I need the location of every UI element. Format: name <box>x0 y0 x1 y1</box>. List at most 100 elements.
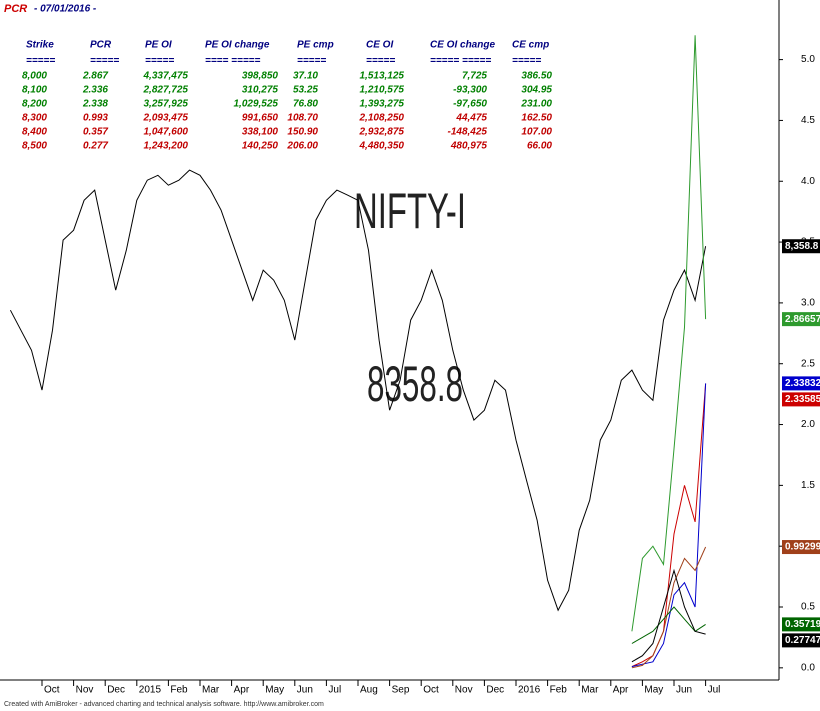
table-cell: 2.336 <box>82 85 108 96</box>
watermark-value: 8358.8 <box>367 356 463 412</box>
table-header: CE OI change <box>430 40 495 51</box>
table-cell: 2.338 <box>82 99 108 110</box>
x-tick-label: Apr <box>613 685 629 696</box>
plot-area: 0.00.51.01.52.02.53.03.54.04.55.0OctNovD… <box>9 35 820 696</box>
table-cell: 0.357 <box>83 127 108 138</box>
y-tick-label: 4.0 <box>801 176 815 187</box>
table-cell: 1,047,600 <box>144 127 189 138</box>
table-header: CE OI <box>366 40 393 51</box>
x-tick-label: Sep <box>392 685 410 696</box>
table-cell: 2,932,875 <box>359 127 405 138</box>
table-separator: ===== <box>90 56 119 67</box>
value-marker-label: 0.27747 <box>785 635 820 646</box>
series-line <box>631 606 706 644</box>
table-cell: 1,029,525 <box>234 99 279 110</box>
y-tick-label: 5.0 <box>801 54 815 65</box>
table-cell: 162.50 <box>521 113 552 124</box>
value-marker <box>782 617 820 632</box>
x-tick-label: Dec <box>486 685 504 696</box>
table-cell: 480,975 <box>450 141 488 152</box>
value-marker <box>782 392 820 407</box>
y-tick-label: 2.5 <box>801 358 815 369</box>
table-header: CE cmp <box>512 40 549 51</box>
x-tick-label: Apr <box>234 685 250 696</box>
x-tick-label: Dec <box>107 685 125 696</box>
table-separator: ===== <box>297 56 326 67</box>
table-cell: -148,425 <box>448 127 488 138</box>
table-cell: 4,337,475 <box>143 71 189 82</box>
table-cell: 44,475 <box>455 113 487 124</box>
table-cell: 398,850 <box>242 71 279 82</box>
value-marker-label: 2.33832 <box>785 378 820 389</box>
value-marker-label: 0.35719 <box>785 619 820 630</box>
y-tick-label: 0.5 <box>801 602 815 613</box>
table-cell: 8,300 <box>22 113 47 124</box>
table-cell: 1,393,275 <box>360 99 405 110</box>
table-cell: 150.90 <box>287 127 318 138</box>
x-tick-label: May <box>265 685 284 696</box>
x-tick-label: Feb <box>170 685 188 696</box>
table-cell: 2.867 <box>82 71 108 82</box>
y-tick-label: 3.0 <box>801 298 815 309</box>
table-separator: ==== ===== <box>205 56 260 67</box>
series-line <box>631 568 706 663</box>
table-cell: 8,400 <box>22 127 47 138</box>
table-header: PE OI change <box>205 40 270 51</box>
table-cell: 108.70 <box>287 113 318 124</box>
x-tick-label: Jun <box>676 685 692 696</box>
x-tick-label: Nov <box>76 685 94 696</box>
table-separator: ===== <box>26 56 55 67</box>
table-cell: 3,257,925 <box>144 99 189 110</box>
table-header: PCR <box>90 40 112 51</box>
table-cell: 1,210,575 <box>360 85 405 96</box>
table-header: PE cmp <box>297 40 334 51</box>
chart-subtitle: - 07/01/2016 - <box>34 4 97 15</box>
table-cell: 310,275 <box>242 85 279 96</box>
series-line <box>631 383 707 668</box>
table-cell: 140,250 <box>242 141 279 152</box>
y-tick-label: 4.5 <box>801 115 815 126</box>
table-cell: 8,000 <box>22 71 47 82</box>
series-line <box>631 546 707 669</box>
table-cell: 206.00 <box>286 141 318 152</box>
x-tick-label: Jul <box>328 685 341 696</box>
table-separator: ===== <box>512 56 541 67</box>
table-cell: 991,650 <box>242 113 279 124</box>
table-cell: 8,200 <box>22 99 47 110</box>
table-cell: 76.80 <box>293 99 318 110</box>
value-marker-label: 0.99299 <box>785 542 820 553</box>
table-cell: 37.10 <box>293 71 318 82</box>
table-cell: 2,108,250 <box>359 113 405 124</box>
table-cell: 7,725 <box>462 71 487 82</box>
table-cell: 107.00 <box>521 127 552 138</box>
table-separator: ===== ===== <box>430 56 491 67</box>
table-header: Strike <box>26 40 54 51</box>
y-tick-label: 1.5 <box>801 480 815 491</box>
value-marker <box>782 376 820 391</box>
series-line <box>9 169 707 612</box>
table-cell: 8,500 <box>22 141 47 152</box>
x-tick-label: Nov <box>455 685 473 696</box>
x-tick-label: Mar <box>581 685 599 696</box>
x-tick-label: Jul <box>708 685 721 696</box>
x-tick-label: 2016 <box>518 685 541 696</box>
watermark-name: NIFTY-I <box>354 183 466 239</box>
table-cell: 0.277 <box>83 141 108 152</box>
table-header: PE OI <box>145 40 172 51</box>
x-tick-label: Oct <box>44 685 60 696</box>
x-tick-label: Jun <box>297 685 313 696</box>
x-tick-label: Mar <box>202 685 220 696</box>
table-cell: 231.00 <box>520 99 552 110</box>
y-tick-label: 0.0 <box>801 662 815 673</box>
table-cell: 66.00 <box>527 141 552 152</box>
table-cell: 2,093,475 <box>143 113 189 124</box>
value-marker <box>782 633 820 648</box>
x-tick-label: Aug <box>360 685 378 696</box>
data-table: Strike ===== PCR ===== PE OI ===== PE OI chang… <box>22 40 552 152</box>
value-marker <box>782 540 820 555</box>
x-tick-label: 2015 <box>139 685 162 696</box>
table-cell: 304.95 <box>521 85 552 96</box>
